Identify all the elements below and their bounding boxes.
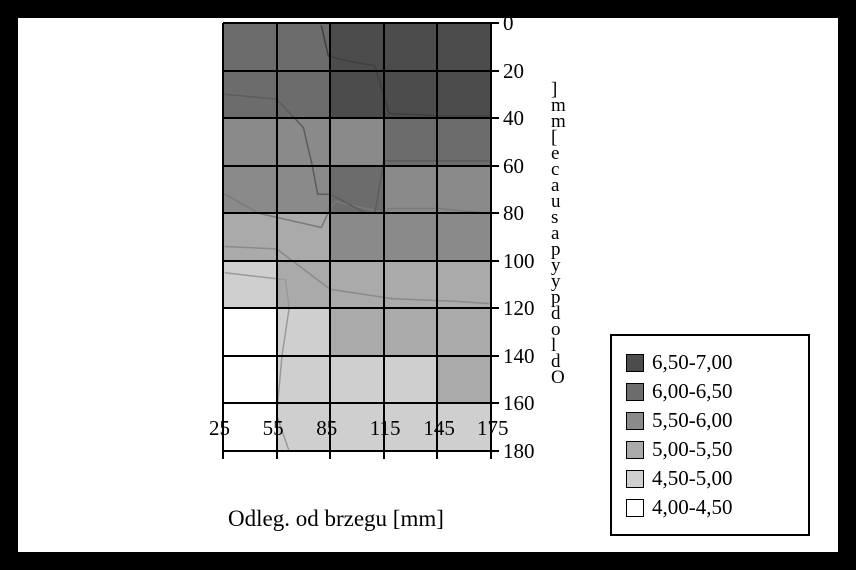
grid-line-horizontal [223, 22, 491, 24]
legend-swatch [626, 441, 644, 459]
y-tick-label: 0 [503, 11, 514, 36]
grid-line-vertical [436, 23, 438, 451]
y-tick-mark [491, 22, 499, 24]
legend-item: 5,00-5,50 [626, 437, 794, 462]
x-tick-mark [436, 451, 438, 459]
y-tick-label: 80 [503, 201, 524, 226]
legend-item: 6,00-6,50 [626, 379, 794, 404]
y-tick-mark [491, 117, 499, 119]
x-tick-label: 25 [209, 416, 230, 441]
grid-line-horizontal [223, 165, 491, 167]
y-tick-label: 120 [503, 296, 535, 321]
y-tick-mark [491, 402, 499, 404]
y-tick-mark [491, 165, 499, 167]
contour-plot [223, 23, 491, 451]
x-tick-mark [329, 451, 331, 459]
y-tick-mark [491, 70, 499, 72]
chart-frame: Odleg. od brzegu [mm] 6,50-7,00 6,00-6,50… [18, 18, 838, 552]
grid-line-horizontal [223, 260, 491, 262]
y-tick-mark [491, 355, 499, 357]
grid-line-vertical [276, 23, 278, 451]
grid-line-vertical [490, 23, 492, 451]
legend-label: 4,00-4,50 [652, 495, 733, 520]
x-tick-label: 175 [477, 416, 509, 441]
legend-swatch [626, 470, 644, 488]
grid-line-horizontal [223, 307, 491, 309]
y-tick-label: 140 [503, 344, 535, 369]
legend-label: 5,00-5,50 [652, 437, 733, 462]
y-tick-mark [491, 212, 499, 214]
x-tick-label: 55 [263, 416, 284, 441]
legend-swatch [626, 354, 644, 372]
legend-item: 4,00-4,50 [626, 495, 794, 520]
legend-label: 6,50-7,00 [652, 350, 733, 375]
legend: 6,50-7,00 6,00-6,50 5,50-6,00 5,00-5,50 4,50… [610, 334, 810, 536]
grid-line-horizontal [223, 212, 491, 214]
grid-line-vertical [329, 23, 331, 451]
legend-swatch [626, 499, 644, 517]
y-axis-label-char: O [551, 369, 565, 386]
grid-line-horizontal [223, 402, 491, 404]
x-tick-label: 115 [370, 416, 401, 441]
legend-swatch [626, 412, 644, 430]
legend-swatch [626, 383, 644, 401]
grid-line-vertical [222, 23, 224, 451]
x-tick-mark [490, 451, 492, 459]
y-tick-label: 20 [503, 59, 524, 84]
x-tick-label: 145 [423, 416, 455, 441]
y-tick-mark [491, 450, 499, 452]
legend-label: 5,50-6,00 [652, 408, 733, 433]
legend-item: 6,50-7,00 [626, 350, 794, 375]
x-tick-mark [222, 451, 224, 459]
x-tick-label: 85 [316, 416, 337, 441]
y-tick-mark [491, 260, 499, 262]
grid-line-horizontal [223, 355, 491, 357]
grid-line-horizontal [223, 117, 491, 119]
grid-line-horizontal [223, 450, 491, 452]
x-tick-mark [383, 451, 385, 459]
legend-item: 4,50-5,00 [626, 466, 794, 491]
contour-lines [223, 23, 491, 451]
y-tick-mark [491, 307, 499, 309]
y-tick-label: 60 [503, 154, 524, 179]
x-axis-label: Odleg. od brzegu [mm] [228, 506, 444, 532]
y-tick-label: 160 [503, 391, 535, 416]
y-tick-label: 180 [503, 439, 535, 464]
grid-line-horizontal [223, 70, 491, 72]
legend-label: 4,50-5,00 [652, 466, 733, 491]
x-tick-mark [276, 451, 278, 459]
grid-line-vertical [383, 23, 385, 451]
legend-label: 6,00-6,50 [652, 379, 733, 404]
y-tick-label: 100 [503, 249, 535, 274]
y-tick-label: 40 [503, 106, 524, 131]
legend-item: 5,50-6,00 [626, 408, 794, 433]
